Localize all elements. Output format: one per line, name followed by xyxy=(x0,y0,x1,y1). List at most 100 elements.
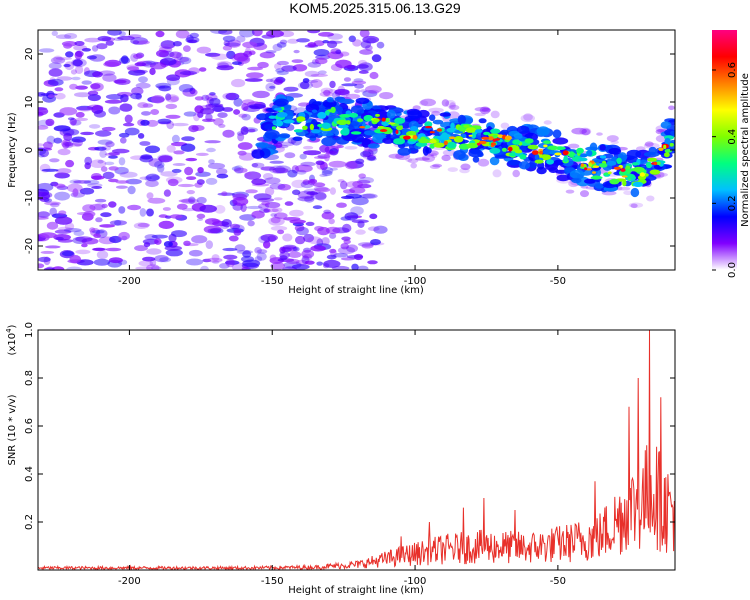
spectrogram-cell xyxy=(599,155,607,159)
spectrogram-cell xyxy=(92,230,105,234)
spectrogram-cell xyxy=(304,80,319,83)
spectrogram-cell xyxy=(354,89,361,94)
spectrogram-cell xyxy=(490,128,501,134)
y-tick-label: 20 xyxy=(24,48,35,61)
spectrogram-cell xyxy=(412,134,418,140)
spectrogram-cell xyxy=(639,159,648,165)
spectrogram-cell xyxy=(142,103,154,108)
spectrogram-cell xyxy=(335,89,342,97)
spectrogram-cell xyxy=(241,103,249,111)
spectrogram-cell xyxy=(196,196,207,204)
spectrogram-cell xyxy=(139,155,154,163)
spectrogram-cell xyxy=(351,196,369,206)
spectrogram-cell xyxy=(448,136,456,140)
spectrogram-cell xyxy=(244,171,262,180)
spectrogram-cell xyxy=(58,210,67,216)
spectrogram-cell xyxy=(274,107,282,111)
spectrogram-cell xyxy=(514,149,523,154)
spectrogram-cell xyxy=(69,83,78,90)
spectrogram-cell xyxy=(242,41,258,48)
spectrogram-cell xyxy=(84,156,93,166)
spectrogram-cell xyxy=(296,169,307,175)
spectrogram-cell xyxy=(59,107,78,116)
spectrogram-cell xyxy=(102,171,115,180)
spectrogram-cell xyxy=(90,83,101,90)
spectrogram-cell xyxy=(53,55,63,63)
spectrogram-cell xyxy=(353,253,364,261)
spectrogram-cell xyxy=(265,50,277,54)
spectrogram-cell xyxy=(222,247,238,252)
spectrogram-cell xyxy=(338,90,350,97)
spectrogram-cell xyxy=(89,159,107,168)
spectrogram-cell xyxy=(38,182,54,192)
spectrogram-cell xyxy=(76,259,94,266)
x-tick-label: -50 xyxy=(550,576,566,587)
spectrogram-cell xyxy=(336,144,344,149)
spectrogram-cell xyxy=(556,174,570,182)
spectrogram-cell xyxy=(208,159,215,165)
spectrogram-image xyxy=(38,30,675,270)
spectrogram-cell xyxy=(335,59,352,69)
spectrogram-cell xyxy=(326,97,334,103)
spectrogram-cell xyxy=(54,229,72,234)
spectrogram-cell xyxy=(63,228,82,233)
spectrogram-cell xyxy=(138,260,154,267)
spectrogram-cell xyxy=(55,57,72,61)
spectrogram-cell xyxy=(321,211,335,220)
spectrogram-cell xyxy=(501,147,507,152)
spectrogram-cell xyxy=(222,129,235,138)
spectrogram-cell xyxy=(357,183,372,189)
spectrogram-cell xyxy=(304,132,319,139)
spectrogram-cell xyxy=(103,61,120,68)
spectrogram-cell xyxy=(297,190,315,199)
spectrogram-cell xyxy=(38,143,45,147)
spectrogram-cell xyxy=(325,226,341,235)
spectrogram-y-axis: 20 10 0 -10 -20 xyxy=(24,48,675,254)
spectrogram-cell xyxy=(492,138,496,142)
spectrogram-cell xyxy=(489,156,500,166)
spectrogram-cell xyxy=(221,219,232,228)
spectrogram-cell xyxy=(269,254,277,261)
spectrogram-cell xyxy=(307,30,320,34)
spectrogram-cell xyxy=(457,114,466,125)
spectrogram-cell xyxy=(127,185,136,195)
spectrogram-cell xyxy=(302,179,310,185)
spectrogram-cell xyxy=(179,70,198,76)
spectrogram-cell xyxy=(358,176,375,184)
spectrogram-cell xyxy=(199,204,217,213)
spectrogram-cell xyxy=(329,80,336,89)
spectrogram-cell xyxy=(195,152,209,156)
spectrogram-cell xyxy=(379,92,394,100)
spectrogram-cell xyxy=(139,141,151,146)
spectrogram-cell xyxy=(73,44,88,51)
spectrogram-cell xyxy=(128,69,146,76)
spectrogram-cell xyxy=(518,161,531,170)
spectrogram-cell xyxy=(446,141,457,149)
spectrogram-cell xyxy=(487,136,494,141)
spectrogram-cell xyxy=(261,201,270,206)
spectrogram-cell xyxy=(146,192,154,200)
spectrogram-cell xyxy=(38,107,49,116)
spectrogram-x-label: Height of straight line (km) xyxy=(288,285,424,296)
spectrogram-cell xyxy=(185,157,198,162)
spectrogram-cell xyxy=(118,231,130,241)
spectrogram-cell xyxy=(54,216,73,225)
spectrogram-cell xyxy=(580,190,589,198)
y-tick-label: -10 xyxy=(24,190,35,206)
spectrogram-cell xyxy=(271,126,276,130)
spectrogram-cell xyxy=(626,149,642,159)
spectrogram-cell xyxy=(118,206,126,214)
spectrogram-cell xyxy=(329,167,338,171)
spectrogram-cell xyxy=(101,145,112,151)
spectrogram-cell xyxy=(317,132,334,137)
spectrogram-cell xyxy=(165,114,181,119)
spectrogram-cell xyxy=(436,128,443,132)
spectrogram-cell xyxy=(234,167,248,174)
spectrogram-cell xyxy=(466,142,479,149)
spectrogram-cell xyxy=(277,229,285,235)
spectrogram-cell xyxy=(75,236,93,243)
spectrogram-cell xyxy=(606,135,619,142)
spectrogram-cell xyxy=(97,159,104,164)
spectrogram-cell xyxy=(418,100,429,106)
spectrogram-cell xyxy=(554,152,562,156)
